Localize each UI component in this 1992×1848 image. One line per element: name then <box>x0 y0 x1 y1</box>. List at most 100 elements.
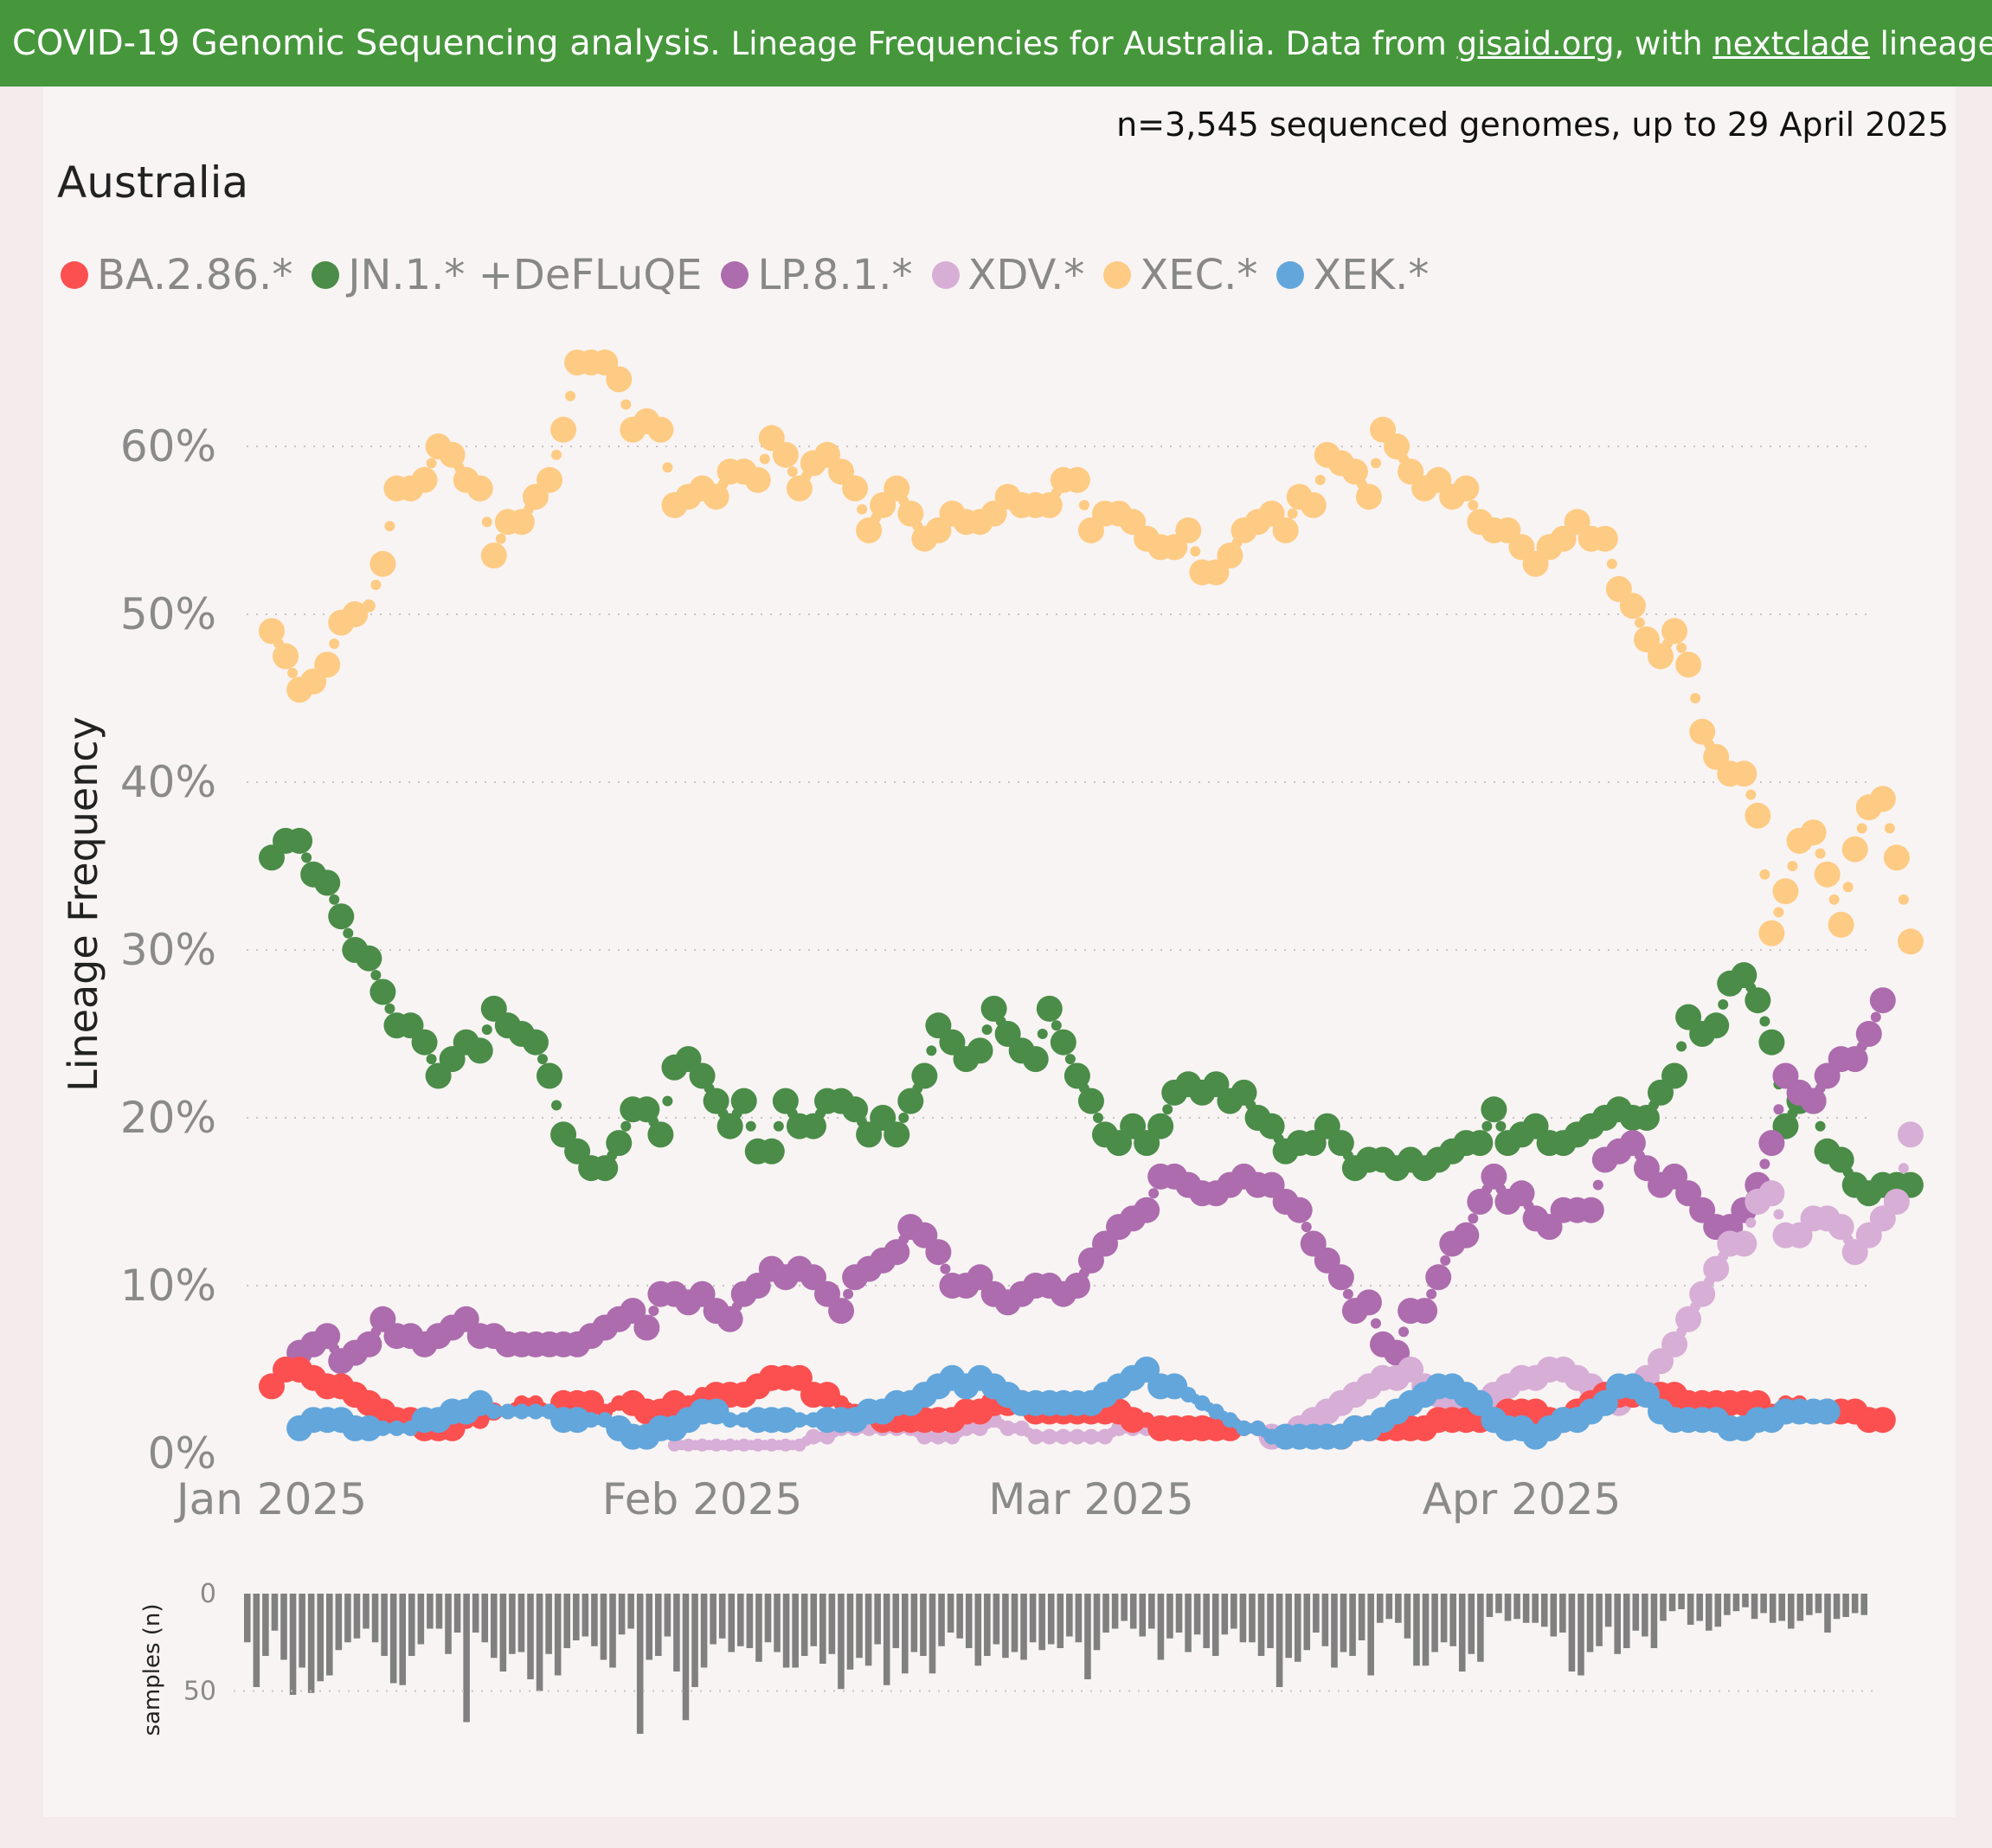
legend-item[interactable]: XEC.* <box>1103 251 1257 299</box>
point-jn-1-defluqe <box>662 1095 673 1107</box>
gisaid-link[interactable]: gisaid.org <box>1456 25 1615 62</box>
nextclade-link[interactable]: nextclade <box>1712 25 1870 62</box>
point-xec <box>1883 844 1910 871</box>
sample-bar <box>892 1594 900 1648</box>
sample-bar <box>271 1594 279 1631</box>
point-lp-8-1 <box>1467 1189 1494 1215</box>
sample-bar <box>1249 1594 1256 1643</box>
sample-bar <box>965 1594 973 1648</box>
sample-bar <box>655 1594 662 1656</box>
sample-bar <box>682 1594 690 1721</box>
point-jn-1-defluqe <box>1731 962 1757 989</box>
point-xec <box>329 638 340 649</box>
banner-lead: COVID-19 Genomic Sequencing analysis. <box>12 23 721 63</box>
point-xec <box>1773 907 1784 918</box>
sample-bar <box>673 1594 680 1672</box>
legend-item[interactable]: XDV.* <box>931 251 1084 299</box>
point-xec <box>1689 718 1716 745</box>
sample-bar <box>800 1594 808 1656</box>
sample-bar <box>371 1594 379 1643</box>
point-xek <box>1814 1398 1841 1425</box>
point-lp-8-1 <box>1425 1264 1452 1291</box>
sample-bar <box>1458 1594 1466 1672</box>
point-lp-8-1 <box>1592 1179 1603 1190</box>
point-lp-8-1 <box>1619 1130 1646 1157</box>
sample-bar <box>1376 1594 1384 1623</box>
point-xdv <box>1883 1189 1910 1215</box>
point-xec <box>1036 491 1063 518</box>
point-jn-1-defluqe <box>842 1096 869 1123</box>
point-xdv <box>1773 1209 1784 1220</box>
point-xec <box>1772 878 1799 905</box>
sample-bar <box>1504 1594 1512 1621</box>
point-lp-8-1 <box>648 1306 659 1317</box>
point-jn-1-defluqe <box>689 1062 716 1089</box>
sample-bar <box>636 1594 644 1734</box>
point-xec <box>550 416 577 443</box>
sample-bar <box>1111 1594 1119 1629</box>
point-xec <box>384 521 395 532</box>
sample-bar <box>1568 1594 1576 1672</box>
legend-label: XEC.* <box>1140 251 1258 299</box>
sample-bar <box>1038 1594 1045 1651</box>
sample-bar <box>554 1594 562 1676</box>
point-jn-1-defluqe <box>772 1088 799 1114</box>
point-xec <box>1314 474 1326 485</box>
sample-bar <box>718 1594 726 1639</box>
point-lp-8-1 <box>1355 1289 1382 1316</box>
sample-bar <box>1468 1594 1475 1654</box>
point-lp-8-1 <box>1398 1326 1410 1338</box>
sample-bar <box>609 1594 616 1668</box>
sample-bar <box>244 1594 251 1643</box>
sample-bar <box>856 1594 863 1659</box>
sample-bar <box>1047 1594 1055 1645</box>
legend-item[interactable]: LP.8.1.* <box>721 251 913 299</box>
point-jn-1-defluqe <box>606 1130 633 1157</box>
point-jn-1-defluqe <box>745 1120 756 1132</box>
sample-bar <box>453 1594 461 1633</box>
legend-dot-icon <box>721 261 749 289</box>
point-jn-1-defluqe <box>1037 1029 1048 1039</box>
point-jn-1-defluqe <box>633 1096 660 1123</box>
sample-bar <box>993 1594 1000 1645</box>
point-xec <box>1300 491 1327 518</box>
banner-middle: Lineage Frequencies for Australia. Data … <box>720 25 1457 62</box>
sample-bar <box>1596 1594 1603 1646</box>
point-xec <box>1591 525 1618 552</box>
legend-item[interactable]: JN.1.* +DeFLuQE <box>312 251 702 299</box>
sample-bar <box>1231 1594 1237 1629</box>
sample-bar <box>1129 1594 1137 1629</box>
point-xec <box>884 475 910 502</box>
legend-label: JN.1.* +DeFLuQE <box>348 251 703 299</box>
sample-bar <box>381 1594 388 1656</box>
point-jn-1-defluqe <box>1495 1120 1507 1132</box>
sample-bar <box>344 1594 351 1643</box>
point-lp-8-1 <box>1841 1046 1868 1073</box>
legend-dot-icon <box>1276 261 1305 289</box>
legend-item[interactable]: BA.2.86.* <box>61 251 292 299</box>
sample-bar <box>1668 1594 1676 1612</box>
sample-bar <box>1806 1594 1813 1615</box>
point-jn-1-defluqe <box>551 1100 562 1111</box>
point-jn-1-defluqe <box>1661 1062 1688 1089</box>
point-jn-1-defluqe <box>758 1138 785 1165</box>
sample-bar <box>1614 1594 1621 1654</box>
point-jn-1-defluqe <box>884 1121 910 1148</box>
point-xec <box>1341 459 1368 485</box>
legend-item[interactable]: XEK.* <box>1276 251 1429 299</box>
sample-bar <box>1513 1594 1520 1620</box>
point-lp-8-1 <box>1870 1011 1881 1023</box>
sample-bar <box>627 1594 634 1629</box>
sample-bar <box>1002 1594 1009 1659</box>
point-xec <box>772 441 799 468</box>
point-xec <box>273 643 299 670</box>
point-xec <box>857 504 868 515</box>
point-xec <box>1272 517 1299 543</box>
sample-bar <box>1057 1594 1064 1648</box>
point-jn-1-defluqe <box>1828 1146 1854 1173</box>
point-jn-1-defluqe <box>1022 1046 1049 1073</box>
point-xec <box>1897 928 1924 955</box>
sample-bar <box>710 1594 716 1645</box>
point-ba-2-86 <box>1120 1407 1147 1434</box>
